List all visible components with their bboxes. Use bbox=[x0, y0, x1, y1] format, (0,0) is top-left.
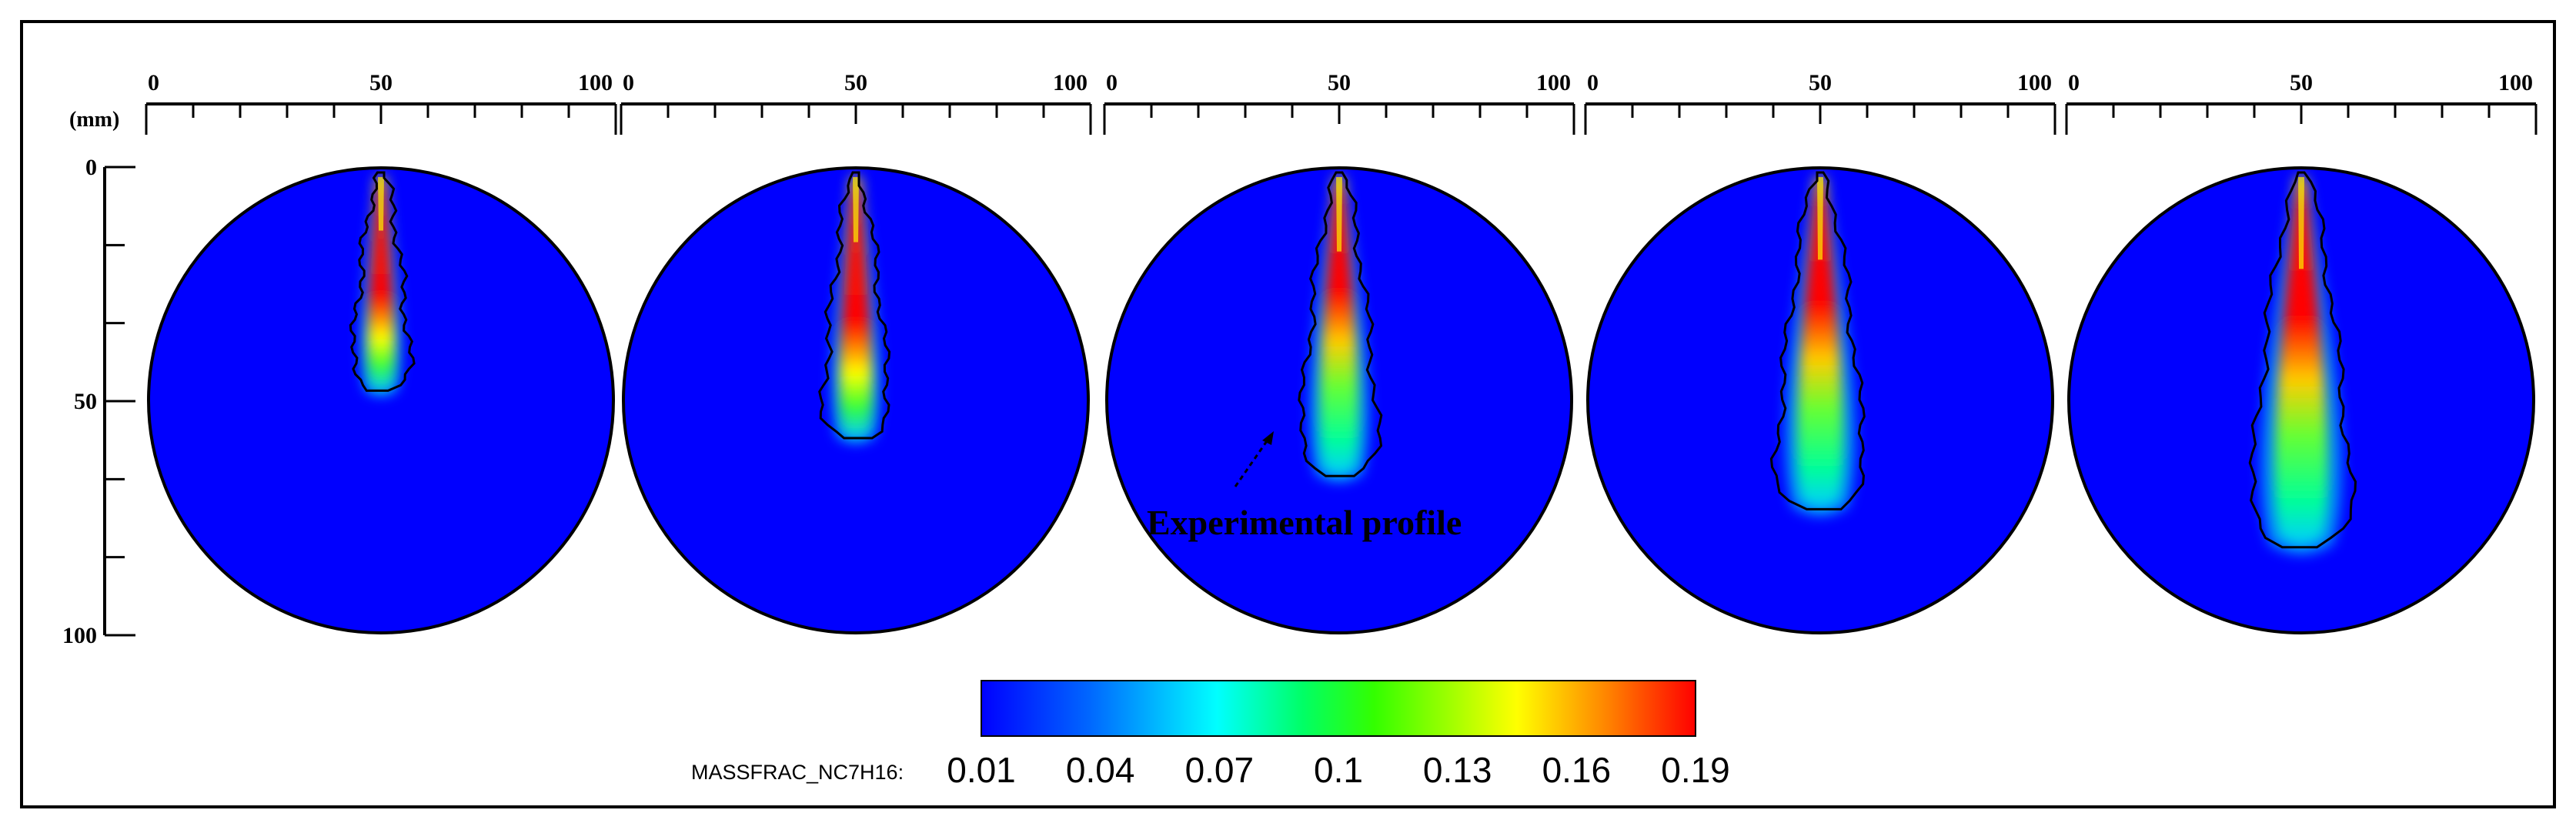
spray-plume bbox=[818, 171, 891, 444]
figure-frame bbox=[20, 20, 2556, 808]
top-axis-tick-label: 50 bbox=[844, 70, 867, 95]
spray-plume bbox=[2248, 171, 2357, 555]
experimental-outline bbox=[2248, 171, 2357, 549]
experimental-profile-annotation: Experimental profile bbox=[1147, 431, 1462, 542]
top-axis-tick-label: 0 bbox=[1587, 70, 1599, 95]
panel-4: 0 50 100 bbox=[1584, 70, 2056, 634]
panel-3: 0 50 100 bbox=[1103, 70, 1575, 634]
y-axis-tick-label: 0 bbox=[85, 155, 97, 180]
spray-core bbox=[839, 177, 873, 438]
colorbar-label: MASSFRAC_NC7H16: bbox=[691, 761, 904, 784]
chamber-background bbox=[149, 168, 613, 633]
annotation-text: Experimental profile bbox=[1147, 503, 1462, 542]
y-axis: 0 50 100 bbox=[62, 155, 135, 648]
colorbar-ticks: 0.01 0.04 0.07 0.1 0.13 0.16 0.19 bbox=[947, 750, 1730, 790]
top-axis-tick-label: 100 bbox=[578, 70, 613, 95]
top-axis-tick-label: 0 bbox=[148, 70, 159, 95]
spray-nozzle-jet bbox=[1817, 177, 1823, 260]
chamber-border bbox=[147, 166, 615, 634]
y-axis-tick-label: 100 bbox=[62, 623, 97, 648]
colorbar-tick-label: 0.01 bbox=[947, 750, 1016, 790]
top-axis-tick-label: 0 bbox=[1106, 70, 1118, 95]
colorbar-tick-label: 0.07 bbox=[1185, 750, 1255, 790]
chamber-border bbox=[1105, 166, 1573, 634]
panel-5: 0 50 100 bbox=[2065, 70, 2538, 634]
spray-nozzle-jet bbox=[1336, 177, 1342, 252]
panel-1: 0 50 100 bbox=[145, 70, 617, 634]
top-axis-tick-label: 50 bbox=[369, 70, 393, 95]
chamber-border bbox=[622, 166, 1090, 634]
spray-plume bbox=[349, 171, 416, 397]
top-axis-tick-label: 50 bbox=[1328, 70, 1351, 95]
chamber-border bbox=[1586, 166, 2054, 634]
experimental-outline bbox=[1769, 171, 1866, 510]
top-axis-tick-label: 50 bbox=[2290, 70, 2313, 95]
colorbar-tick-label: 0.1 bbox=[1314, 750, 1363, 790]
annotation-arrow-head bbox=[1262, 431, 1274, 445]
spray-core bbox=[1319, 177, 1359, 476]
colorbar-gradient bbox=[981, 680, 1696, 737]
top-axis-tick-label: 100 bbox=[2017, 70, 2052, 95]
panels: 0 50 100 0 50 100 0 50 100 0 50 100 0 50 100 bbox=[145, 70, 2538, 634]
experimental-outline bbox=[818, 171, 891, 440]
colorbar-tick-label: 0.13 bbox=[1423, 750, 1492, 790]
spray-core bbox=[2274, 177, 2329, 546]
panel-2: 0 50 100 bbox=[620, 70, 1092, 634]
spray-core bbox=[367, 177, 395, 392]
experimental-outline bbox=[1298, 171, 1383, 477]
spray-plume bbox=[1769, 171, 1866, 517]
experimental-outline bbox=[349, 171, 416, 392]
annotation-arrow-line bbox=[1234, 438, 1270, 487]
spray-nozzle-jet bbox=[2298, 177, 2304, 269]
colorbar: MASSFRAC_NC7H16: 0.01 0.04 0.07 0.1 0.13 0.16… bbox=[691, 680, 1730, 790]
unit-label: (mm) bbox=[69, 108, 119, 132]
spray-plume bbox=[1298, 171, 1383, 483]
spray-nozzle-jet bbox=[378, 177, 384, 231]
spray-nozzle-jet bbox=[853, 177, 859, 243]
top-axis-tick-label: 0 bbox=[623, 70, 634, 95]
top-axis-tick-label: 50 bbox=[1809, 70, 1832, 95]
top-axis-tick-label: 0 bbox=[2068, 70, 2080, 95]
spray-core bbox=[1796, 177, 1844, 508]
chamber-border bbox=[2067, 166, 2535, 634]
top-axis-tick-label: 100 bbox=[2498, 70, 2533, 95]
colorbar-tick-label: 0.16 bbox=[1542, 750, 1612, 790]
colorbar-tick-label: 0.04 bbox=[1066, 750, 1135, 790]
top-axis-tick-label: 100 bbox=[1536, 70, 1571, 95]
top-axis-tick-label: 100 bbox=[1053, 70, 1088, 95]
y-axis-tick-label: 50 bbox=[74, 389, 97, 414]
colorbar-tick-label: 0.19 bbox=[1661, 750, 1730, 790]
